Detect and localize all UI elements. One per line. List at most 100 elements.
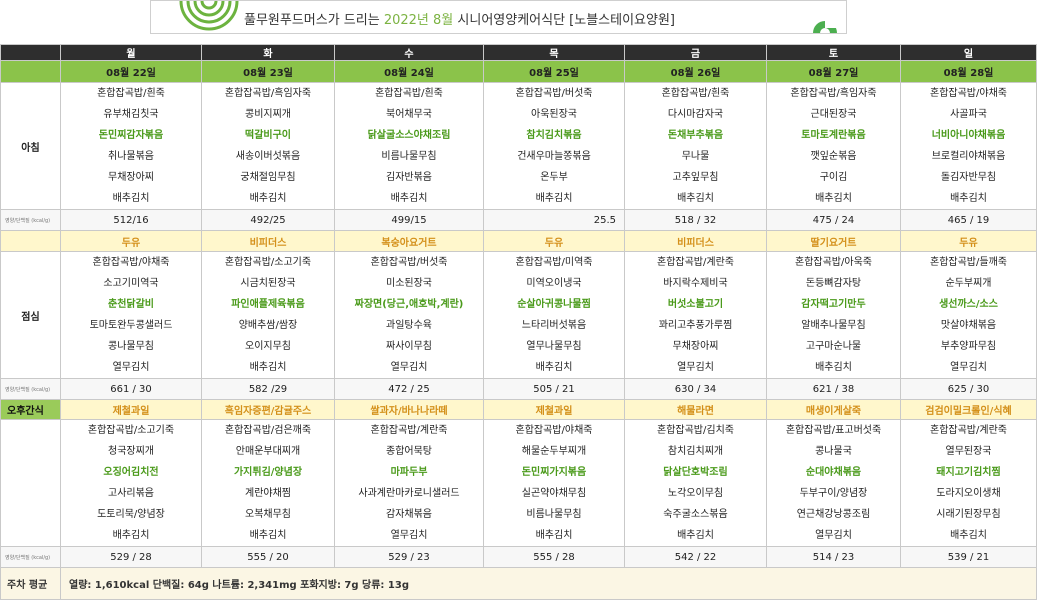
menu-item: 돈민찌가지볶음 — [521, 467, 587, 478]
afternoon-snack-1: 흑임자증편/감귤주스 — [201, 399, 335, 420]
menu-item: 과일탕수육 — [386, 320, 432, 331]
morning-snack-label — [0, 230, 61, 252]
menu-item: 배추김치 — [677, 530, 714, 541]
lunch-row-kcal-3: 505 / 21 — [483, 378, 625, 400]
menu-item: 깻잎순볶음 — [810, 151, 857, 162]
menu-item: 건새우마늘쫑볶음 — [517, 151, 591, 162]
menu-item: 무나물 — [681, 151, 710, 162]
breakfast-row-day-6: 혼합잡곡밥/야채죽 사골파국 너비아니야채볶음 브로컬리야채볶음 돌김자반무침 배추김치 — [900, 82, 1037, 210]
menu-item: 혼합잡곡밥/소고기죽 — [87, 425, 175, 436]
menu-item: 미역오이냉국 — [526, 278, 582, 289]
menu-item: 콩나물국 — [815, 446, 852, 457]
dinner-row-day-4: 혼합잡곡밥/김치죽 참치김치찌개 닭살단호박조림 노각오이무침 숙주굴소스볶음 배추김치 — [624, 419, 767, 547]
title-prefix: 풀무원푸드머스가 드리는 — [244, 13, 380, 28]
menu-item: 순살아귀콩나물찜 — [517, 299, 591, 310]
menu-item: 배추김치 — [535, 362, 573, 373]
menu-item: 안매운부대찌개 — [235, 446, 301, 457]
menu-item: 혼합잡곡밥/야채죽 — [930, 88, 1007, 99]
morning-snack-5: 딸기요거트 — [766, 230, 901, 252]
logo-arcs-icon — [179, 1, 239, 31]
afternoon-snack-6: 검검이밀크롤인/식혜 — [900, 399, 1037, 420]
menu-item: 비름나물무침 — [381, 151, 437, 162]
menu-banner: 풀무원푸드머스가 드리는 2022년 8월 시니어영양케어식단 [노블스테이요양… — [150, 0, 847, 34]
menu-item: 열무김치 — [390, 362, 428, 373]
weekday-4: 금 — [624, 44, 767, 61]
menu-item: 취나물볶음 — [108, 151, 154, 162]
menu-item: 혼합잡곡밥/미역죽 — [515, 257, 593, 268]
menu-item: 돼지고기김치찜 — [936, 467, 1001, 478]
menu-item: 춘천닭갈비 — [108, 299, 154, 310]
menu-item: 배추김치 — [112, 530, 150, 541]
morning-snack-3: 두유 — [483, 230, 625, 252]
menu-item: 도라지오이생채 — [936, 488, 1001, 499]
dinner-row: 혼합잡곡밥/소고기죽 청국장찌개 오징어김치전 고사리볶음 도토리묵/양념장 배추김치 혼합… — [0, 419, 1037, 547]
menu-item: 노각오이무침 — [667, 488, 724, 499]
menu-item: 구이김 — [819, 172, 848, 183]
menu-item: 숙주굴소스볶음 — [663, 509, 728, 520]
menu-item: 유부채김칫국 — [103, 109, 159, 120]
breakfast-row-kcal-row: 영양/단백질 (kcal/g) 512/16 492/25 499/15 25.5 518… — [0, 209, 1037, 231]
lunch-row-kcal-row: 영양/단백질 (kcal/g) 661 / 30 582 /29 472 / 25 50… — [0, 378, 1037, 400]
afternoon-snack-4: 해물라면 — [624, 399, 767, 420]
afternoon-snack-5: 매생이게살죽 — [766, 399, 901, 420]
lunch-row-day-3: 혼합잡곡밥/미역죽 미역오이냉국 순살아귀콩나물찜 느타리버섯볶음 열무나물무침 배추김치 — [483, 251, 625, 379]
weekly-average-row: 주차 평균 열량: 1,610kcal 단백질: 64g 나트륨: 2,341mg… — [0, 567, 1037, 600]
menu-item: 토마토완두콩샐러드 — [89, 320, 173, 331]
breakfast-row-kcal-4: 518 / 32 — [624, 209, 767, 231]
menu-item: 배추김치 — [950, 193, 987, 204]
weekday-0: 월 — [60, 44, 202, 61]
menu-item: 미소된장국 — [386, 278, 432, 289]
menu-item: 고사리볶음 — [108, 488, 154, 499]
dinner-row-day-1: 혼합잡곡밥/검은깨죽 안매운부대찌개 가지튀김/양념장 계란야채찜 오복채무침 배추김치 — [201, 419, 335, 547]
menu-item: 열무김치 — [390, 530, 428, 541]
menu-item: 오복채무침 — [245, 509, 291, 520]
breakfast-row-kcal-1: 492/25 — [201, 209, 335, 231]
date-1: 08월 23일 — [201, 60, 335, 83]
menu-item: 혼합잡곡밥/흰죽 — [375, 88, 443, 99]
menu-item: 바지락수제비국 — [663, 278, 728, 289]
menu-item: 가지튀김/양념장 — [233, 467, 303, 478]
menu-item: 궁채절임무침 — [240, 172, 296, 183]
menu-item: 오이지무침 — [245, 341, 291, 352]
lunch-row-day-6: 혼합잡곡밥/들깨죽 순두부찌개 생선까스/소스 맛살야채볶음 부추양파무침 열무김치 — [900, 251, 1037, 379]
menu-item: 감자떡고기만두 — [801, 299, 866, 310]
menu-item: 혼합잡곡밥/흑임자죽 — [790, 88, 877, 99]
dinner-row-day-3: 혼합잡곡밥/야채죽 해물순두부찌개 돈민찌가지볶음 실곤약야채무침 비름나물무침 배추김치 — [483, 419, 625, 547]
lunch-row-kcal-5: 621 / 38 — [766, 378, 901, 400]
menu-item: 근대된장국 — [810, 109, 857, 120]
date-6: 08월 28일 — [900, 60, 1037, 83]
menu-item: 콩나물무침 — [108, 341, 154, 352]
weekday-1: 화 — [201, 44, 335, 61]
menu-item: 다시마감자국 — [667, 109, 724, 120]
menu-item: 열무된장국 — [945, 446, 992, 457]
menu-item: 배추김치 — [112, 193, 150, 204]
lunch-row-day-2: 혼합잡곡밥/버섯죽 미소된장국 짜장면(당근,애호박,계란) 과일탕수육 짜사이무침 열무… — [334, 251, 484, 379]
menu-item: 짜사이무침 — [386, 341, 432, 352]
dinner-row-label — [0, 419, 61, 547]
lunch-row-kcal-0: 661 / 30 — [60, 378, 202, 400]
morning-snack-row: 두유 비피더스 복숭아요거트 두유 비피더스 딸기요거트 두유 — [0, 230, 1037, 252]
menu-item: 배추김치 — [815, 362, 852, 373]
dinner-row-day-2: 혼합잡곡밥/계란죽 종합어묵탕 마파두부 사과계란마카로니샐러드 감자채볶음 열무김치 — [334, 419, 484, 547]
menu-item: 고추잎무침 — [672, 172, 719, 183]
corner-cell — [0, 44, 61, 61]
menu-item: 혼합잡곡밥/흰죽 — [97, 88, 165, 99]
breakfast-row-day-0: 혼합잡곡밥/흰죽 유부채김칫국 돈민찌감자볶음 취나물볶음 무채장아찌 배추김치 — [60, 82, 202, 210]
menu-item: 맛살야채볶음 — [940, 320, 997, 331]
menu-item: 오징어김치전 — [103, 467, 159, 478]
menu-item: 알배추나물무침 — [801, 320, 866, 331]
menu-item: 배추김치 — [249, 362, 287, 373]
menu-item: 혼합잡곡밥/계란죽 — [930, 425, 1007, 436]
dinner-row-day-0: 혼합잡곡밥/소고기죽 청국장찌개 오징어김치전 고사리볶음 도토리묵/양념장 배추김치 — [60, 419, 202, 547]
lunch-row-kcal-4: 630 / 34 — [624, 378, 767, 400]
lunch-row-label: 점심 — [0, 251, 61, 379]
afternoon-snack-0: 제철과일 — [60, 399, 202, 420]
menu-item: 느타리버섯볶음 — [521, 320, 587, 331]
menu-item: 소고기미역국 — [103, 278, 159, 289]
morning-snack-4: 비피더스 — [624, 230, 767, 252]
menu-item: 배추김치 — [815, 193, 852, 204]
menu-item: 아욱된장국 — [531, 109, 577, 120]
breakfast-row-kcal-3: 25.5 — [483, 209, 625, 231]
morning-snack-1: 비피더스 — [201, 230, 335, 252]
corner-cell-2 — [0, 60, 61, 83]
